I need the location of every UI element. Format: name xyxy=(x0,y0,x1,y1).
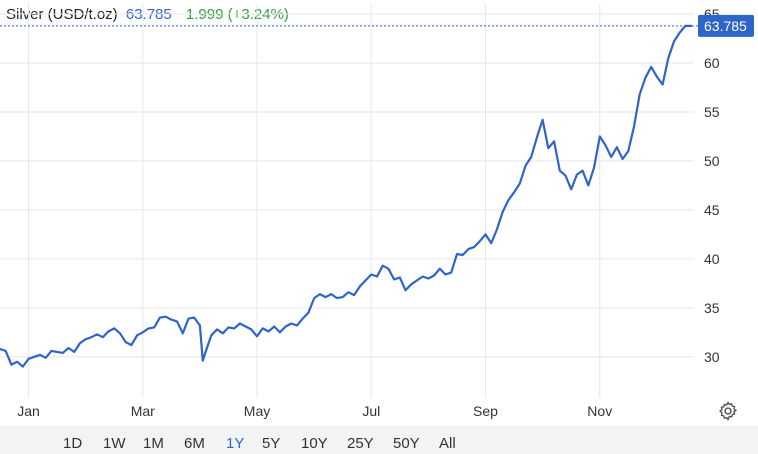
y-tick-label: 50 xyxy=(704,153,720,169)
x-tick-label: Nov xyxy=(587,403,612,419)
range-25y[interactable]: 25Y xyxy=(347,435,374,452)
x-tick-label: May xyxy=(244,403,270,419)
price-tag-background xyxy=(698,14,754,37)
range-10y[interactable]: 10Y xyxy=(301,435,328,452)
range-all[interactable]: All xyxy=(439,435,456,452)
range-1w[interactable]: 1W xyxy=(103,435,126,452)
y-tick-label: 60 xyxy=(704,55,720,71)
range-6m[interactable]: 6M xyxy=(184,435,205,452)
time-range-selector: 1D 1W 1M 6M 1Y 5Y 10Y 25Y 50Y All xyxy=(0,426,758,454)
gear-icon xyxy=(719,401,737,421)
x-tick-label: Jul xyxy=(362,403,380,419)
y-tick-label: 55 xyxy=(704,104,720,120)
x-tick-label: Sep xyxy=(473,403,498,419)
price-tag: 63.785 xyxy=(698,14,754,37)
x-tick-label: Mar xyxy=(131,403,155,419)
y-tick-label: 30 xyxy=(704,349,720,365)
range-50y[interactable]: 50Y xyxy=(393,435,420,452)
range-1y[interactable]: 1Y xyxy=(226,435,245,452)
y-tick-label: 45 xyxy=(704,202,720,218)
range-1d[interactable]: 1D xyxy=(63,435,83,452)
y-tick-label: 40 xyxy=(704,251,720,267)
chart-header: Silver (USD/t.oz) 63.785 1.999 (+3.24%) xyxy=(6,6,289,23)
price-tag-label: 63.785 xyxy=(704,18,747,34)
settings-button[interactable] xyxy=(717,400,739,422)
range-1m[interactable]: 1M xyxy=(143,435,164,452)
price-line[interactable] xyxy=(0,24,693,368)
grid-lines xyxy=(0,4,694,398)
range-5y[interactable]: 5Y xyxy=(262,435,281,452)
y-tick-label: 35 xyxy=(704,300,720,316)
x-tick-label: Jan xyxy=(17,403,40,419)
x-axis: Jan Mar May Jul Sep Nov xyxy=(17,403,612,419)
